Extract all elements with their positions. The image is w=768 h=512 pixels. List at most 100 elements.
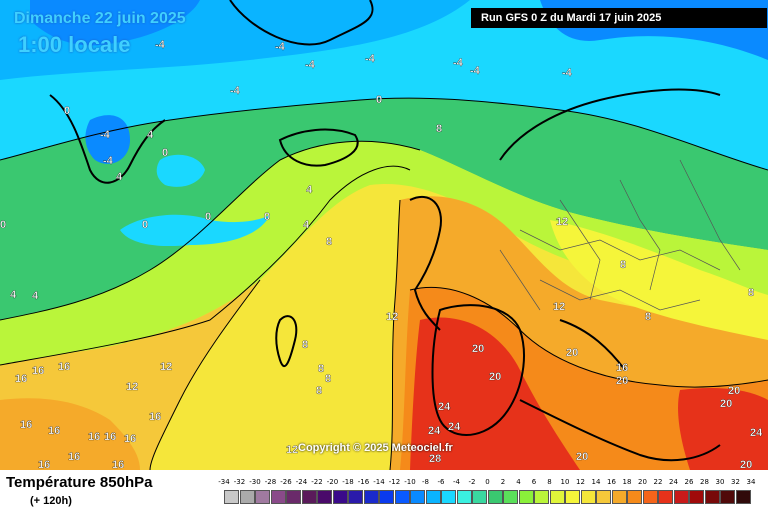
forecast-time: 1:00 locale <box>18 32 131 57</box>
legend-tick-label: 20 <box>638 478 647 486</box>
isotherm-label: 24 <box>428 425 441 437</box>
copyright-notice: Copyright © 2025 Meteociel.fr <box>298 442 453 454</box>
legend-swatch <box>518 490 534 504</box>
isotherm-label: 12 <box>386 311 398 323</box>
isotherm-label: 16 <box>15 373 27 385</box>
legend-swatch <box>689 490 704 504</box>
legend-swatch <box>673 490 689 504</box>
legend-swatch <box>456 490 472 504</box>
legend-swatch <box>735 490 751 504</box>
isotherm-label: 12 <box>286 444 298 456</box>
legend-tick-label: 28 <box>700 478 709 486</box>
legend-swatch <box>332 490 348 504</box>
isotherm-label: 16 <box>32 365 44 377</box>
isotherm-label: -4 <box>365 53 376 65</box>
isotherm-label: 20 <box>489 371 501 383</box>
isotherm-label: 8 <box>316 385 322 397</box>
legend-tick-label: 22 <box>653 478 663 486</box>
field-coldest-patch <box>30 0 200 46</box>
legend-swatch <box>441 490 456 504</box>
isotherm-label: 16 <box>616 362 628 374</box>
isotherm-label: 20 <box>720 398 732 410</box>
legend-tick-label: 12 <box>576 478 585 486</box>
isotherm-label: 8 <box>302 339 308 351</box>
legend-swatch <box>549 490 565 504</box>
legend-swatch <box>704 490 720 504</box>
isotherm-label: -4 <box>470 65 481 77</box>
legend-tick-label: -24 <box>295 478 308 486</box>
field-yellow-east <box>550 220 768 340</box>
legend-swatch <box>317 490 332 504</box>
legend-tick-label: 8 <box>547 478 552 486</box>
legend-swatch <box>642 490 658 504</box>
isotherm-label: 0 <box>264 211 270 223</box>
isotherm-label: 16 <box>88 431 100 443</box>
field-warmer-sw <box>0 398 140 470</box>
iberia-coast <box>431 304 525 436</box>
legend-swatch <box>363 490 379 504</box>
legend-tick-label: -32 <box>233 478 246 486</box>
legend-tick-label: -12 <box>388 478 401 486</box>
isotherm-label: 12 <box>553 301 565 313</box>
greenland-coast <box>229 0 374 46</box>
isotherm-label: -4 <box>453 57 464 69</box>
isotherm-label: 28 <box>429 453 441 465</box>
color-scale-legend: -34 -32 -30 -28 -26 -24 -22 -20 -18 -16 -14 -12 -10-… <box>218 478 755 508</box>
isotherm-label: 20 <box>566 347 578 359</box>
isotherm-label: 8 <box>436 123 442 135</box>
legend-tick-label: -2 <box>468 478 476 486</box>
isotherm-label: -4 <box>230 85 241 97</box>
legend-tick-label: 2 <box>500 478 506 486</box>
isotherm-label: 0 <box>205 211 211 223</box>
isotherm-label: 16 <box>20 419 32 431</box>
isotherm-label: 16 <box>149 411 161 423</box>
legend-swatch <box>348 490 363 504</box>
isotherm-label: 8 <box>620 259 626 271</box>
isotherm-label: 20 <box>616 375 628 387</box>
isotherm-label: -4 <box>305 59 316 71</box>
isotherm-label: -4 <box>275 41 286 53</box>
legend-swatch <box>596 490 611 504</box>
legend-tick-label: 18 <box>622 478 632 486</box>
legend-tick-label: 32 <box>731 478 740 486</box>
isotherm-label: 4 <box>32 290 39 302</box>
legend-swatch <box>658 490 673 504</box>
isotherm-label: -4 <box>103 155 114 167</box>
legend-tick-label: 26 <box>684 478 694 486</box>
isotherm-label: 20 <box>576 451 588 463</box>
isotherm-label: -4 <box>562 67 573 79</box>
isotherm-label: 8 <box>645 311 651 323</box>
isotherm-label: 0 <box>142 219 148 231</box>
legend-swatch <box>239 490 255 504</box>
legend-swatch <box>425 490 441 504</box>
azores-island <box>275 315 298 368</box>
lead-time: (+ 120h) <box>30 495 72 507</box>
isotherm-label: -4 <box>155 39 166 51</box>
isotherm-label: 16 <box>104 431 116 443</box>
isotherm-label: 20 <box>472 343 484 355</box>
legend-tick-label: -26 <box>280 478 292 486</box>
legend-tick-label: -34 <box>218 478 230 486</box>
legend-swatch <box>580 490 596 504</box>
legend-tick-label: -30 <box>249 478 261 486</box>
isotherm-label: 4 <box>116 171 123 183</box>
legend-swatch <box>270 490 286 504</box>
field-mild-band <box>0 141 768 365</box>
legend-tick-label: -4 <box>453 478 460 486</box>
legend-swatch <box>627 490 642 504</box>
legend-swatch <box>301 490 317 504</box>
isotherm-label: 0 <box>64 105 70 117</box>
legend-swatch <box>224 490 239 504</box>
legend-swatch <box>410 490 425 504</box>
legend-swatch <box>472 490 487 504</box>
legend-tick-label: -10 <box>404 478 416 486</box>
model-run-banner: Run GFS 0 Z du Mardi 17 juin 2025 <box>471 8 767 28</box>
coastlines <box>49 0 721 462</box>
isotherm-label: 20 <box>728 385 740 397</box>
legend-tick-label: 0 <box>485 478 490 486</box>
isotherm-label: 20 <box>740 459 752 470</box>
legend-swatch <box>534 490 549 504</box>
legend-swatch <box>379 490 394 504</box>
isotherm-label: 8 <box>318 363 324 375</box>
